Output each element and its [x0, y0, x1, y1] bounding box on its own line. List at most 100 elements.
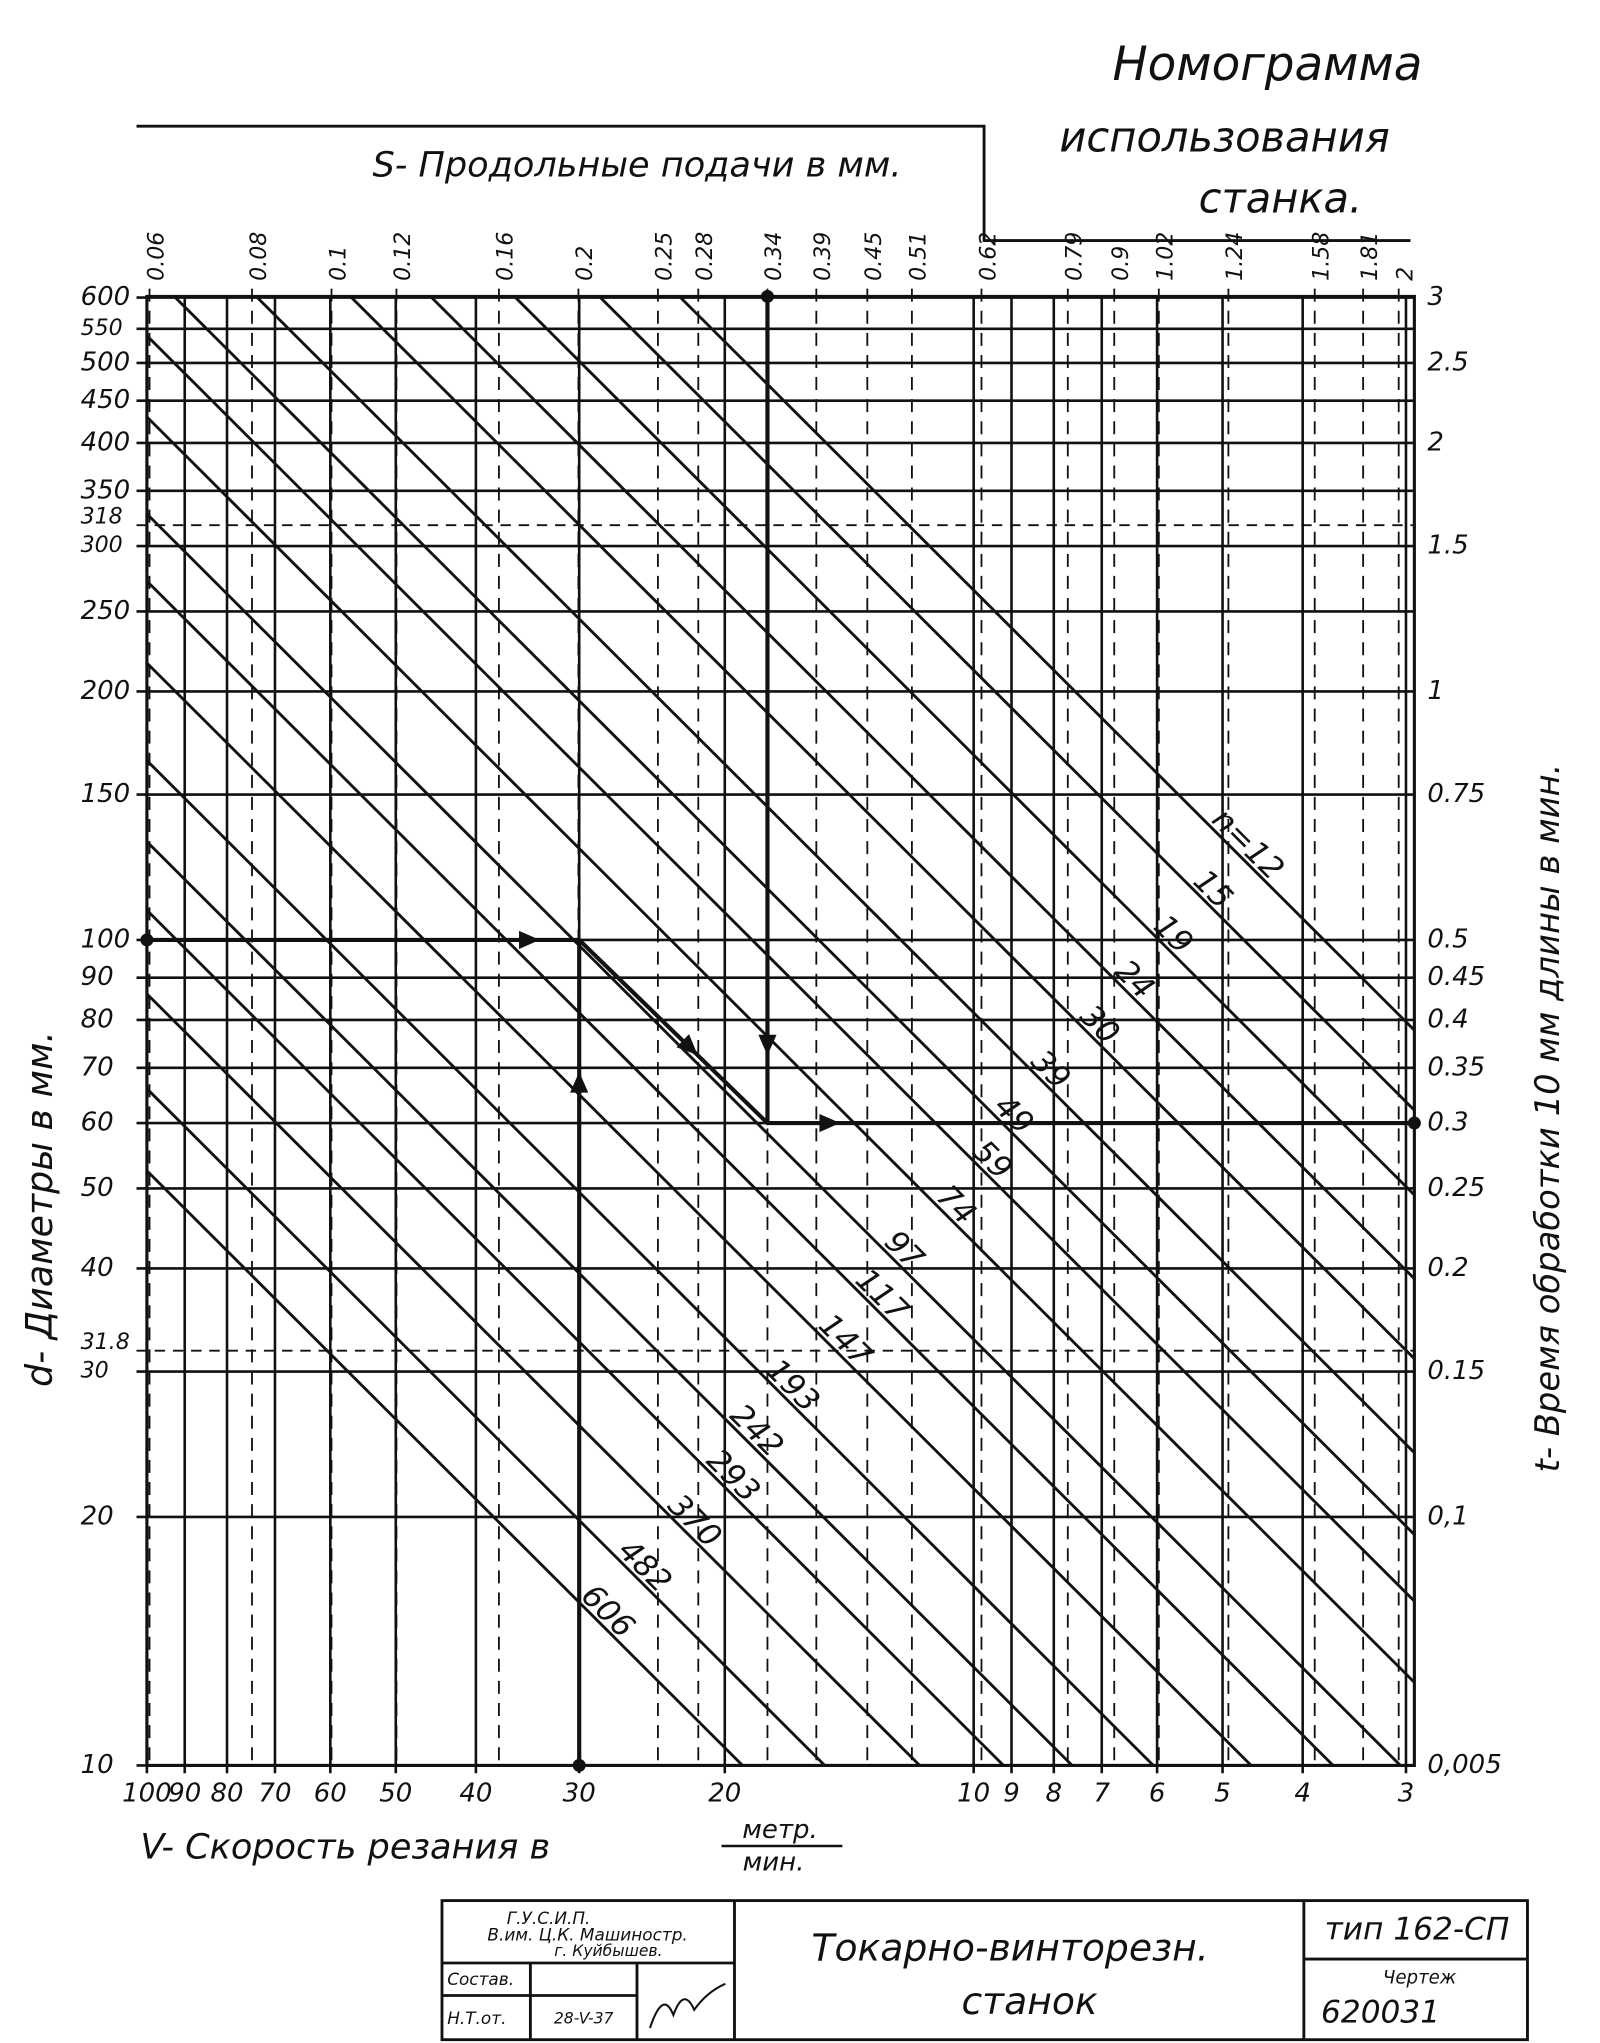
example-point [760, 289, 774, 303]
speed-line [145, 334, 1416, 1603]
d-tick-label: 350 [81, 475, 131, 505]
s-tick-label: 1.58 [1309, 232, 1335, 281]
speed-line [145, 909, 1005, 1767]
d-tick-label: 450 [81, 385, 131, 415]
s-tick-label: 0.28 [692, 232, 718, 281]
example-arrow [570, 1071, 589, 1093]
speed-line [599, 296, 1416, 1112]
v-axis-unit: метр. [742, 1815, 817, 1845]
s-tick-label: 0.1 [325, 246, 351, 281]
example-point [140, 933, 154, 947]
org-text: г. Куйбышев. [554, 1942, 662, 1960]
v-tick-label: 30 [563, 1779, 596, 1809]
speed-line [350, 296, 1416, 1360]
t-axis-title: t- Время обработки 10 мм длины в мин. [1528, 764, 1567, 1473]
t-tick-label: 2 [1427, 427, 1444, 457]
speed-line [145, 1087, 826, 1767]
speed-line [145, 840, 1074, 1767]
drawing-number: 620031 [1321, 1995, 1440, 2031]
d-tick-label: 150 [81, 779, 131, 809]
d-tick-label: 100 [81, 924, 131, 954]
t-tick-label: 0.4 [1427, 1004, 1468, 1034]
speed-line [145, 580, 1335, 1767]
title-block: Г.У.С.И.П. В.им. Ц.К. Машиностр. г. Куйб… [440, 1899, 1529, 2042]
t-tick-label: 0.5 [1427, 924, 1468, 954]
s-tick-label: 0.9 [1108, 246, 1134, 281]
d-tick-label: 400 [81, 427, 131, 457]
v-tick-label: 9 [1003, 1779, 1020, 1809]
speed-line [145, 512, 1402, 1767]
s-tick-label: 0.08 [246, 232, 272, 281]
d-tick-label: 40 [81, 1253, 114, 1283]
s-tick-label: 0.51 [906, 232, 932, 281]
v-tick-label: 100 [122, 1779, 172, 1809]
v-tick-label: 4 [1294, 1779, 1311, 1809]
org-text: В.им. Ц.К. Машиностр. [487, 1925, 687, 1945]
d-tick-label: 550 [81, 315, 123, 341]
s-tick-label: 0.39 [810, 232, 836, 281]
v-tick-label: 60 [314, 1779, 347, 1809]
d-tick-label: 80 [81, 1004, 114, 1034]
s-tick-label: 0.34 [761, 232, 787, 281]
machine-name: станок [961, 1979, 1097, 2023]
v-tick-label: 70 [258, 1779, 291, 1809]
t-tick-label: 0.15 [1427, 1356, 1485, 1386]
example-point [572, 1758, 586, 1772]
d-tick-label: 31.8 [81, 1329, 130, 1355]
d-tick-label: 600 [81, 282, 131, 312]
v-tick-label: 50 [379, 1779, 412, 1809]
example-arrow [758, 1034, 777, 1056]
v-tick-label: 20 [708, 1779, 741, 1809]
v-tick-label: 7 [1093, 1779, 1110, 1809]
title-line: использования [1059, 112, 1389, 161]
d-tick-label: 200 [81, 676, 131, 706]
s-tick-label: 0.45 [861, 232, 887, 281]
d-axis-title: d- Диаметры в мм. [18, 1031, 61, 1387]
v-tick-label: 90 [168, 1779, 201, 1809]
speed-line [145, 661, 1253, 1767]
speed-line [679, 296, 1416, 1032]
speed-line [174, 296, 1416, 1536]
t-tick-label: 0,1 [1427, 1501, 1468, 1531]
t-tick-label: 1 [1427, 676, 1444, 706]
v-tick-label: 40 [459, 1779, 492, 1809]
v-tick-label: 80 [210, 1779, 243, 1809]
t-tick-label: 2.5 [1427, 347, 1468, 377]
v-tick-label: 5 [1214, 1779, 1231, 1809]
v-tick-label: 3 [1398, 1779, 1415, 1809]
speed-line [145, 759, 1155, 1767]
example-path [146, 937, 1415, 1126]
s-tick-label: 2 [1392, 267, 1418, 281]
s-tick-label: 0.62 [975, 232, 1001, 281]
example-arrow [819, 1113, 841, 1133]
d-tick-label: 300 [81, 532, 123, 558]
d-tick-label: 10 [81, 1750, 114, 1780]
role-text: Состав. [447, 1969, 514, 1989]
s-tick-label: 0.06 [143, 232, 169, 281]
v-tick-label: 10 [957, 1779, 990, 1809]
speed-line [145, 1169, 744, 1767]
s-tick-label: 1.24 [1222, 232, 1248, 281]
s-tick-label: 1.02 [1153, 232, 1179, 281]
d-tick-label: 70 [81, 1052, 114, 1082]
title-line: станка. [1199, 174, 1363, 223]
example-arrow [519, 930, 540, 950]
t-tick-label: 3 [1427, 282, 1444, 312]
t-tick-label: 0.2 [1427, 1253, 1468, 1283]
d-tick-label: 20 [81, 1501, 114, 1531]
header-frame [136, 124, 1411, 242]
d-tick-label: 90 [81, 962, 114, 992]
t-tick-label: 0.75 [1427, 779, 1485, 809]
v-tick-label: 8 [1046, 1779, 1063, 1809]
speed-line [145, 415, 1416, 1684]
date-text: 28-V-37 [554, 2009, 614, 2027]
d-tick-label: 500 [81, 347, 131, 377]
s-tick-label: 0.12 [390, 232, 416, 281]
v-tick-label: 6 [1149, 1779, 1166, 1809]
s-tick-label: 0.16 [493, 232, 519, 281]
org-text: Г.У.С.И.П. [507, 1908, 591, 1928]
s-tick-label: 1.81 [1357, 232, 1383, 281]
